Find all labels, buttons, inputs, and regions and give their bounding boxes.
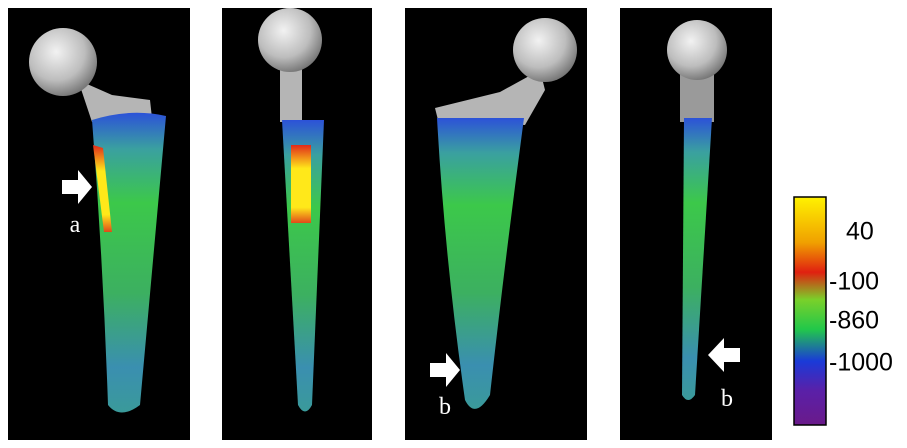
head [258, 8, 322, 72]
head [29, 28, 97, 96]
head [513, 18, 577, 82]
colorbar-tick-label: 40 [846, 218, 874, 246]
label: b [721, 386, 733, 412]
colorbar [794, 197, 826, 425]
colorbar-tick-label: -860 [829, 307, 879, 335]
colorbar-tick-label: -1000 [829, 349, 893, 377]
label: b [439, 394, 451, 420]
head [667, 20, 727, 80]
colorbar-tick-label: -100 [829, 268, 879, 296]
hot-zone [291, 145, 311, 223]
label: a [70, 212, 81, 238]
figure: a b b 40 -100 -860 -1000 [0, 0, 907, 443]
